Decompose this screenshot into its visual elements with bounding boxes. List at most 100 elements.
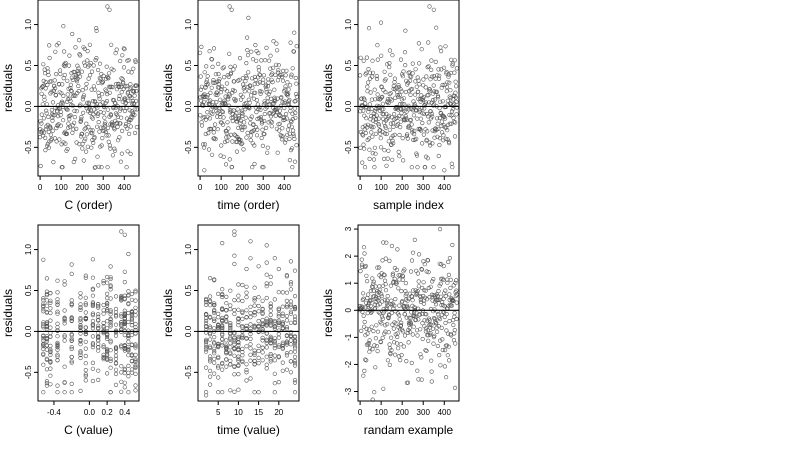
scatter-point (293, 75, 298, 81)
scatter-points (37, 4, 139, 170)
scatter-point (273, 72, 278, 77)
scatter-point (63, 60, 68, 66)
scatter-point (398, 273, 403, 278)
scatter-point (129, 309, 134, 315)
scatter-point (248, 346, 253, 351)
scatter-point (98, 125, 104, 130)
scatter-point (94, 124, 100, 129)
scatter-point (218, 90, 224, 95)
scatter-point (450, 298, 456, 303)
scatter-point (253, 77, 258, 82)
scatter-point (376, 298, 381, 303)
scatter-point (220, 367, 225, 372)
scatter-point (62, 308, 67, 313)
scatter-point (276, 380, 281, 385)
scatter-point (44, 102, 50, 107)
scatter-point (280, 360, 285, 365)
scatter-point (393, 352, 398, 357)
scatter-point (265, 99, 270, 104)
scatter-point (83, 346, 88, 351)
scatter-point (83, 339, 88, 344)
scatter-point (48, 373, 53, 378)
scatter-point (439, 303, 444, 308)
y-axis-label: residuals (161, 289, 175, 337)
scatter-point (407, 125, 412, 130)
scatter-point (212, 360, 217, 365)
scatter-point (268, 308, 273, 313)
scatter-point (406, 305, 411, 311)
scatter-point (421, 132, 426, 137)
scatter-point (264, 337, 269, 342)
scatter-point (292, 314, 298, 319)
scatter-point (424, 137, 429, 142)
scatter-point (292, 361, 298, 366)
scatter-point (260, 80, 265, 85)
y-tick-label: 1.0 (184, 18, 193, 30)
scatter-point (248, 256, 253, 261)
scatter-point (454, 278, 459, 283)
scatter-point (210, 80, 216, 85)
scatter-point (444, 311, 449, 317)
x-tick-label: 200 (76, 183, 90, 192)
scatter-point (268, 312, 273, 318)
scatter-point (132, 93, 137, 98)
scatter-point (285, 127, 291, 132)
scatter-point (133, 343, 138, 348)
scatter-point (220, 337, 225, 342)
scatter-point (377, 301, 383, 307)
scatter-point (96, 305, 101, 310)
scatter-point (424, 312, 429, 317)
scatter-point (360, 305, 365, 310)
scatter-point (383, 89, 388, 95)
scatter-point (224, 364, 229, 369)
scatter-point (212, 371, 217, 376)
scatter-point (213, 105, 218, 110)
scatter-point (96, 338, 101, 343)
scatter-point (62, 64, 68, 69)
scatter-point (278, 113, 283, 119)
scatter-point (129, 70, 134, 75)
scatter-point (373, 365, 378, 370)
scatter-point (71, 93, 76, 98)
scatter-point (425, 258, 431, 263)
scatter-point (212, 301, 217, 306)
scatter-point (133, 58, 138, 63)
scatter-point (268, 359, 273, 364)
scatter-point (62, 390, 67, 395)
scatter-point (222, 139, 228, 145)
scatter-point (220, 294, 225, 300)
scatter-point (396, 286, 401, 291)
panel-c-order: 0 100 200 300 400-0.50.00.51.0C (order)resid… (1, 0, 140, 212)
scatter-point (272, 336, 277, 341)
scatter-point (431, 7, 436, 12)
x-tick-label: 400 (438, 183, 452, 192)
scatter-point (236, 298, 241, 303)
scatter-point (222, 74, 227, 80)
scatter-point (284, 298, 290, 304)
scatter-point (90, 275, 95, 280)
scatter-point (83, 86, 88, 91)
scatter-point (129, 95, 134, 100)
scatter-point (367, 70, 373, 75)
scatter-point (406, 340, 411, 345)
scatter-point (204, 337, 209, 343)
scatter-point (224, 129, 229, 134)
scatter-point (417, 82, 422, 87)
scatter-point (198, 87, 203, 92)
scatter-point (435, 329, 440, 334)
scatter-point (204, 296, 209, 302)
scatter-point (409, 294, 414, 299)
scatter-point (246, 97, 251, 102)
scatter-point (422, 262, 427, 267)
scatter-point (224, 308, 229, 313)
scatter-point (128, 85, 134, 90)
scatter-point (79, 131, 85, 136)
scatter-point (96, 164, 101, 169)
scatter-point (288, 105, 293, 110)
scatter-point (287, 158, 293, 163)
y-tick-label: 2 (344, 253, 353, 258)
scatter-point (428, 284, 433, 289)
scatter-point (253, 124, 259, 130)
scatter-point (119, 296, 124, 301)
